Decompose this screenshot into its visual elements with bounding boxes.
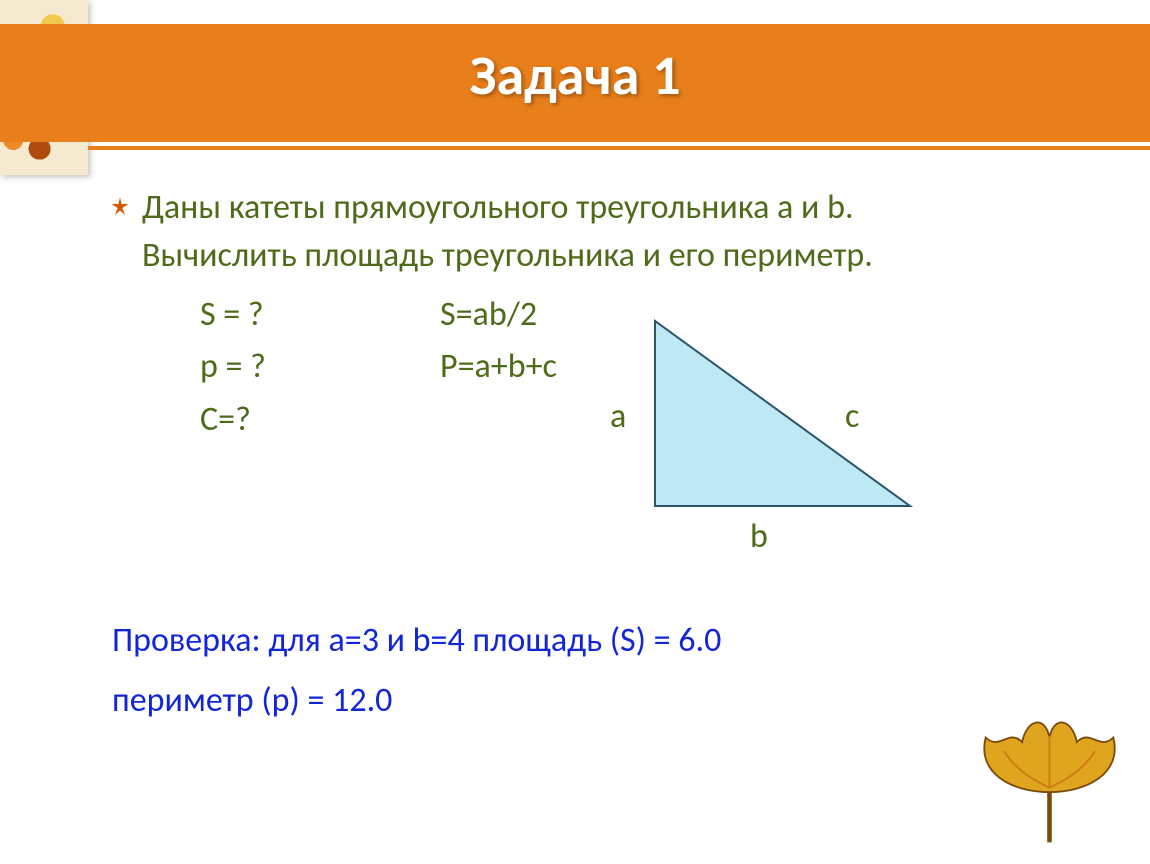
s-unknown: S = ? — [200, 289, 440, 342]
problem-text-1: Даны катеты прямоугольного треугольника … — [142, 185, 854, 231]
triangle-svg — [640, 316, 920, 516]
corner-leaf-decor — [957, 701, 1142, 856]
triangle-label-c: c — [845, 396, 859, 437]
triangle-diagram: a c b — [640, 316, 940, 526]
problem-line-1: Даны катеты прямоугольного треугольника … — [110, 185, 1120, 231]
verification-line-1: Проверка: для a=3 и b=4 площадь (S) = 6.… — [112, 620, 721, 661]
triangle-shape — [655, 321, 910, 506]
triangle-label-b: b — [750, 516, 768, 557]
leaf-bullet-icon — [110, 197, 130, 217]
p-unknown: p = ? — [200, 341, 440, 394]
slide-title: Задача 1 — [0, 42, 1150, 110]
verification-line-2: периметр (p) = 12.0 — [112, 680, 392, 721]
c-unknown: C=? — [200, 394, 440, 447]
triangle-label-a: a — [610, 396, 626, 437]
title-underline — [88, 146, 1150, 150]
problem-text-2: Вычислить площадь треугольника и его пер… — [142, 233, 1120, 279]
